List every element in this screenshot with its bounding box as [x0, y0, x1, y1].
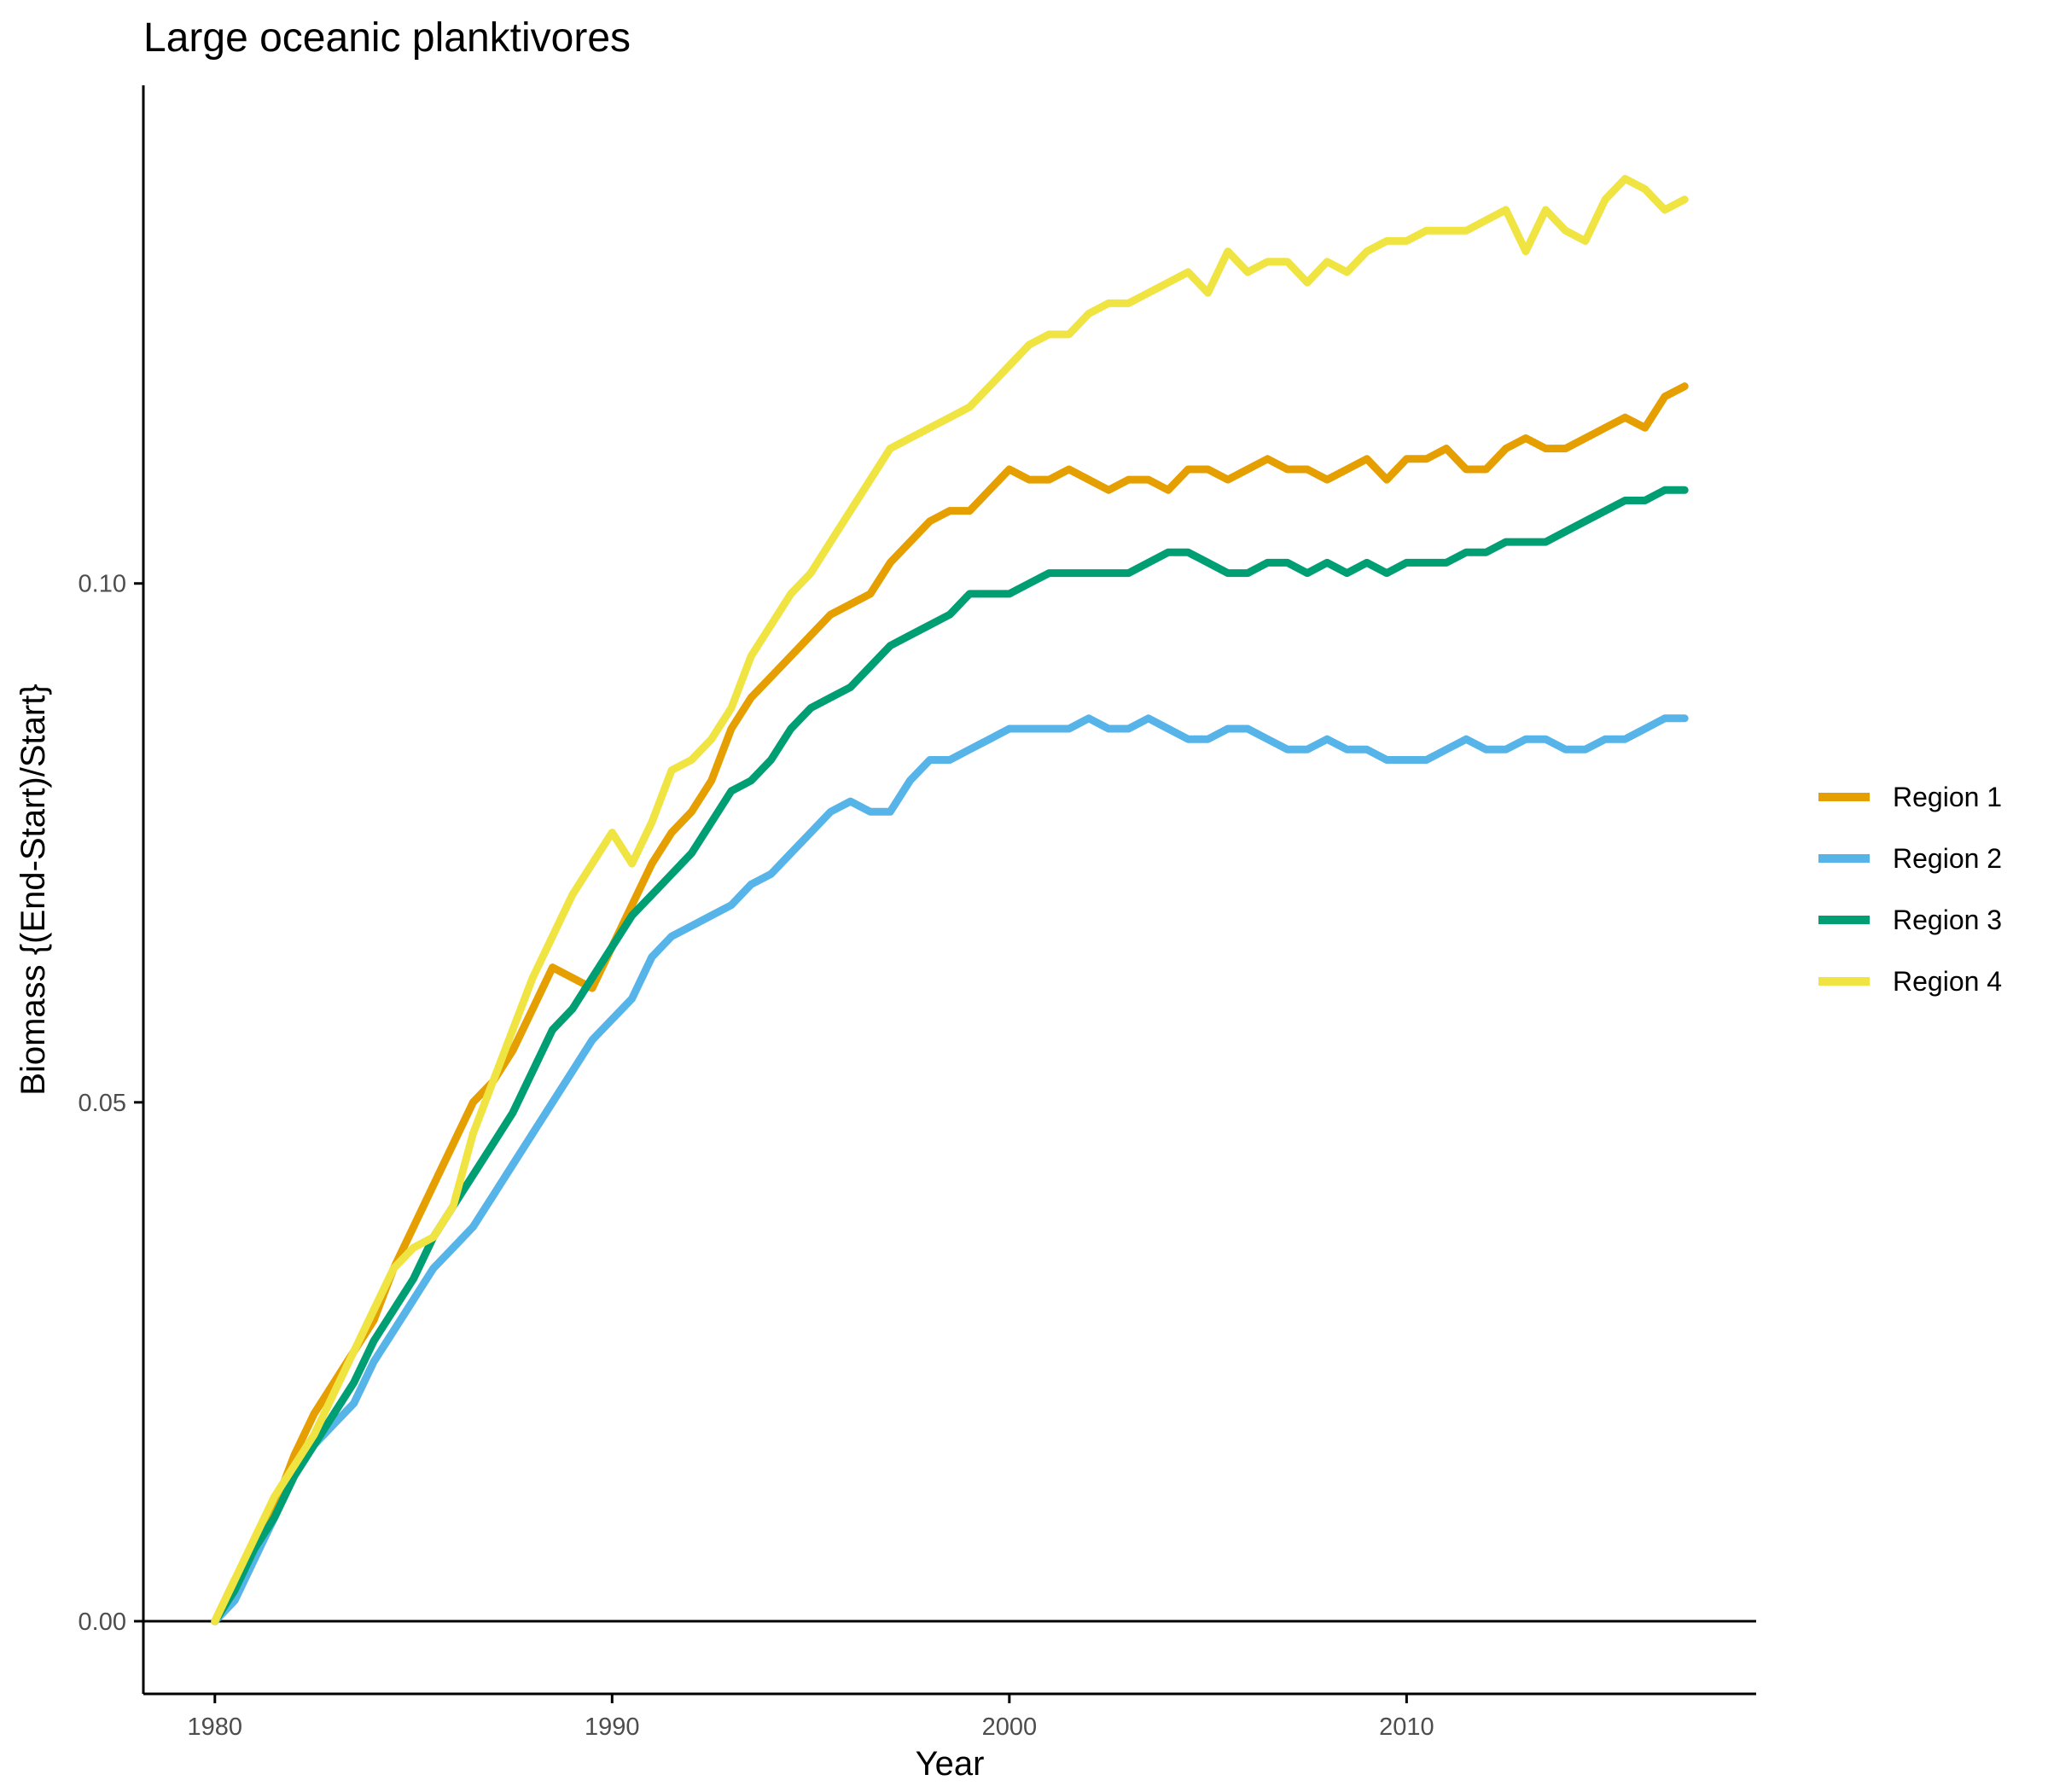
- x-tick-label: 1980: [188, 1713, 243, 1741]
- x-tick-label: 2010: [1379, 1713, 1434, 1741]
- x-tick-label: 1990: [585, 1713, 640, 1741]
- series-line-region-4: [211, 175, 1689, 1626]
- chart-title: Large oceanic planktivores: [143, 15, 631, 61]
- y-axis-ticks: 0.00 0.05 0.10: [79, 571, 143, 1636]
- x-axis-title: Year: [916, 1745, 985, 1783]
- x-axis-ticks: 1980 1990 2000 2010: [188, 1694, 1434, 1741]
- y-tick-label: 0.00: [79, 1609, 126, 1636]
- series-line-region-3: [211, 486, 1689, 1626]
- legend-label-region-3: Region 3: [1893, 905, 2002, 935]
- legend-label-region-1: Region 1: [1893, 782, 2002, 812]
- series-line-region-2: [211, 714, 1689, 1626]
- x-tick-label: 2000: [982, 1713, 1038, 1741]
- plot-area: [143, 175, 1756, 1626]
- legend-label-region-4: Region 4: [1893, 966, 2002, 997]
- y-axis-title: Biomass {(End-Start)/Start}: [15, 684, 52, 1095]
- legend-label-region-2: Region 2: [1893, 843, 2002, 874]
- legend: Region 1 Region 2 Region 3 Region 4: [1818, 782, 2002, 997]
- y-tick-label: 0.05: [79, 1090, 126, 1117]
- y-tick-label: 0.10: [79, 571, 126, 598]
- series-line-region-1: [211, 382, 1689, 1626]
